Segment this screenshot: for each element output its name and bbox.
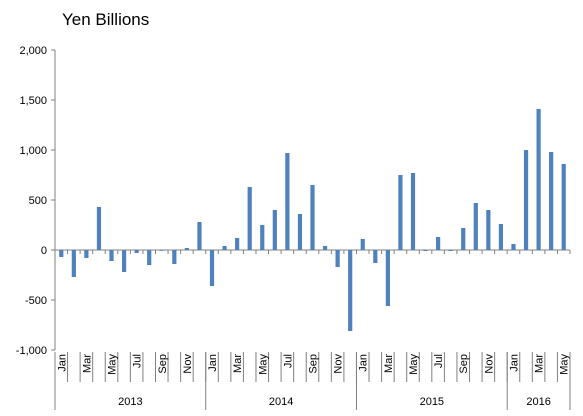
x-tick-label: Mar xyxy=(534,354,546,373)
bar xyxy=(272,210,277,250)
bar xyxy=(436,237,441,250)
x-tick-label: May xyxy=(559,354,571,375)
x-tick-label: Jan xyxy=(207,354,219,372)
bar xyxy=(448,250,453,251)
bar xyxy=(59,250,64,257)
year-label: 2015 xyxy=(420,396,444,408)
y-tick-label: 1,500 xyxy=(19,95,47,107)
x-tick-label: Nov xyxy=(182,354,194,374)
bar xyxy=(96,207,102,250)
x-tick-label: Jul xyxy=(132,354,144,368)
x-tick-label: May xyxy=(408,354,420,375)
bar xyxy=(172,250,177,264)
x-tick-label: Jan xyxy=(358,354,370,372)
bar xyxy=(147,250,152,265)
bar xyxy=(561,164,566,250)
bar xyxy=(549,152,554,250)
y-tick-label: -500 xyxy=(25,295,47,307)
bar xyxy=(461,228,466,250)
bar xyxy=(423,250,428,251)
x-tick-label: Mar xyxy=(383,354,395,373)
bar xyxy=(84,250,89,258)
bar xyxy=(511,244,516,250)
chart-title: Yen Billions xyxy=(62,10,150,29)
bar xyxy=(536,109,541,250)
bar xyxy=(109,250,114,261)
bar xyxy=(209,250,215,286)
x-tick-label: May xyxy=(257,354,269,375)
bar xyxy=(184,248,189,250)
bar xyxy=(348,250,353,331)
bar xyxy=(486,210,491,250)
y-tick-label: 1,000 xyxy=(19,145,47,157)
year-label: 2016 xyxy=(526,396,550,408)
x-tick-label: Sep xyxy=(157,354,169,374)
bar xyxy=(360,239,365,250)
bar xyxy=(197,222,202,250)
x-tick-label: Sep xyxy=(458,354,470,374)
bar xyxy=(473,203,478,250)
x-tick-label: Jul xyxy=(433,354,445,368)
year-label: 2014 xyxy=(269,396,293,408)
bar xyxy=(247,187,252,250)
bar xyxy=(410,173,416,250)
y-tick-label: 500 xyxy=(29,195,47,207)
bar xyxy=(398,175,403,250)
x-tick-label: Jul xyxy=(282,354,294,368)
x-tick-label: Jan xyxy=(508,354,520,372)
bar xyxy=(159,250,164,251)
bar xyxy=(385,250,390,306)
bar xyxy=(235,238,240,250)
bar xyxy=(322,246,328,250)
x-tick-label: Sep xyxy=(308,354,320,374)
bar xyxy=(121,250,127,272)
bar xyxy=(285,153,290,250)
bar xyxy=(523,150,529,250)
bar xyxy=(373,250,378,263)
bar xyxy=(71,250,76,277)
bar xyxy=(335,250,340,267)
bar xyxy=(310,185,315,250)
x-tick-label: Mar xyxy=(81,354,93,373)
x-tick-label: Jan xyxy=(56,354,68,372)
bar xyxy=(498,224,504,250)
y-tick-label: -1,000 xyxy=(16,345,47,357)
x-tick-label: May xyxy=(107,354,119,375)
bar xyxy=(260,225,265,250)
bar xyxy=(297,214,303,250)
x-tick-label: Nov xyxy=(483,354,495,374)
bar xyxy=(134,250,139,253)
x-tick-label: Nov xyxy=(333,354,345,374)
year-label: 2013 xyxy=(118,396,142,408)
y-tick-label: 0 xyxy=(41,245,47,257)
bar xyxy=(222,246,227,250)
y-tick-label: 2,000 xyxy=(19,45,47,57)
x-tick-label: Mar xyxy=(232,354,244,373)
